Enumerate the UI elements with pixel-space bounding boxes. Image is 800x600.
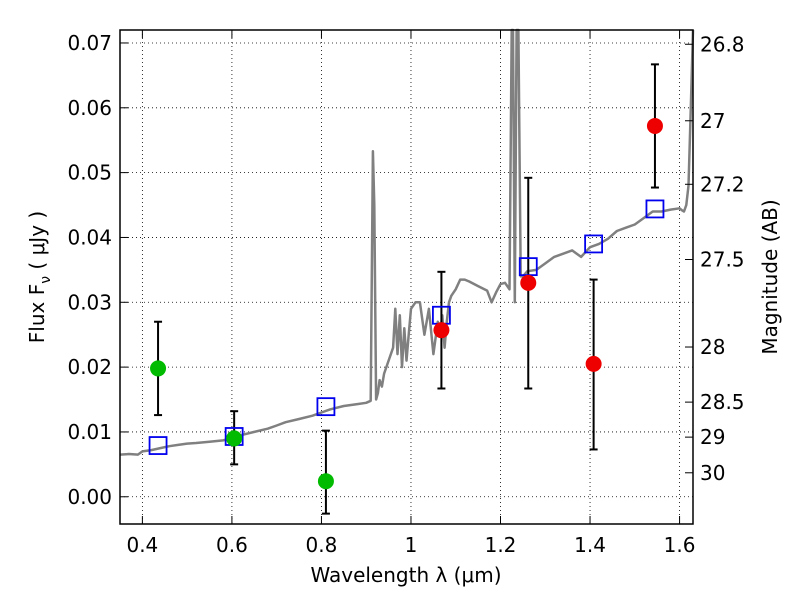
x-tick-label: 1.4 — [574, 533, 606, 557]
y-tick-label: 0.07 — [67, 31, 112, 55]
green-data-point — [317, 473, 334, 490]
x-tick-label: 0.4 — [126, 533, 158, 557]
y2-tick-label: 27 — [700, 109, 725, 133]
observed-points-layer — [150, 117, 663, 490]
y-tick-label: 0.00 — [67, 485, 112, 509]
y2-tick-label: 29 — [700, 425, 725, 449]
ticks: 0.4 0.6 0.8 1 1.2 1.4 1.6 0.00 0.01 0.02 0.03 0.04 0… — [67, 30, 745, 557]
y-axis-label: Flux Fν ( μJy ) — [25, 211, 54, 343]
y-tick-label: 0.03 — [67, 290, 112, 314]
green-data-point — [150, 360, 167, 377]
model-photometry-square — [645, 199, 665, 219]
y2-tick-label: 26.8 — [700, 32, 745, 56]
y-tick-label: 0.02 — [67, 355, 112, 379]
x-tick-label: 0.6 — [216, 533, 248, 557]
model-spectrum-line — [119, 28, 695, 456]
red-data-point — [585, 355, 602, 372]
model-photometry-layer — [148, 199, 665, 455]
y2-tick-label: 27.2 — [700, 172, 745, 196]
model-photometry-square — [316, 397, 336, 417]
errorbar-layer — [154, 63, 659, 515]
grid — [120, 30, 693, 524]
red-data-point — [646, 117, 663, 134]
red-data-point — [520, 274, 537, 291]
y2-tick-label: 28.5 — [700, 390, 745, 414]
green-data-point — [226, 430, 243, 447]
y-axis-label-main: Flux F — [25, 284, 49, 343]
y-axis-label-unit: ( μJy ) — [25, 211, 49, 276]
model-spectrum-layer — [119, 28, 695, 456]
y-tick-label: 0.06 — [67, 96, 112, 120]
y-tick-label: 0.04 — [67, 225, 112, 249]
model-photometry-square — [584, 234, 604, 254]
y-axis-label-subscript: ν — [38, 276, 54, 284]
y-tick-label: 0.05 — [67, 161, 112, 185]
model-photometry-square — [148, 436, 168, 455]
plot-frame — [119, 29, 694, 525]
y2-tick-label: 27.5 — [700, 247, 745, 271]
y2-tick-label: 28 — [700, 335, 725, 359]
red-data-point — [433, 322, 450, 339]
x-tick-label: 1 — [405, 533, 418, 557]
y2-axis-label: Magnitude (AB) — [758, 199, 782, 354]
x-tick-label: 1.6 — [664, 533, 696, 557]
x-axis-label: Wavelength λ (μm) — [310, 563, 501, 587]
y2-tick-label: 30 — [700, 461, 725, 485]
x-tick-label: 0.8 — [306, 533, 338, 557]
x-tick-label: 1.2 — [485, 533, 517, 557]
y-tick-label: 0.01 — [67, 420, 112, 444]
